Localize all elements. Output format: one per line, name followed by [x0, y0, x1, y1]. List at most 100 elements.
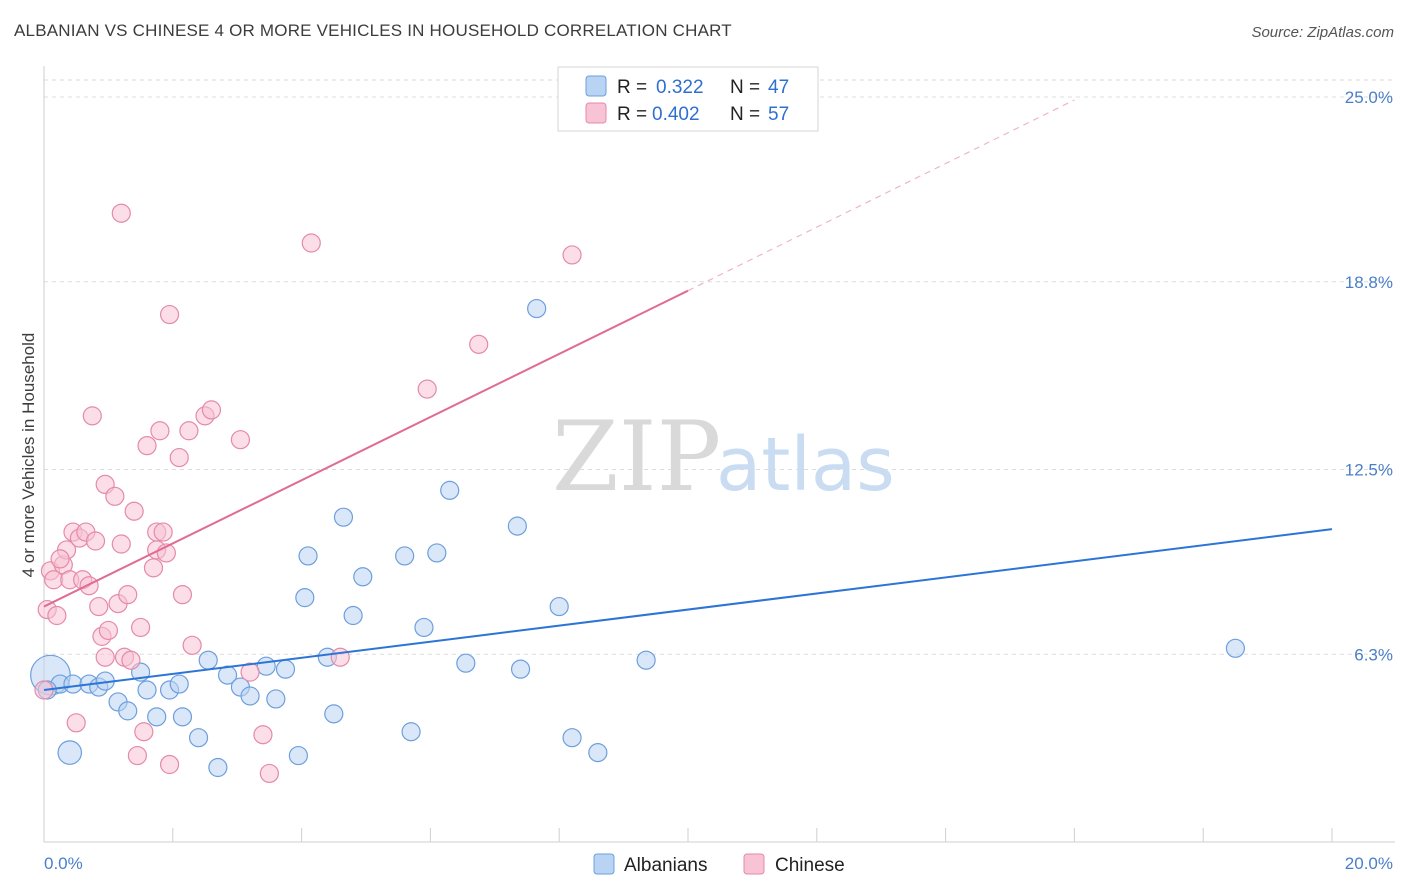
chinese-point — [150, 421, 170, 441]
legend-n-label: N = — [730, 104, 760, 125]
y-tick-labels: 6.3% 12.5% 18.8% 25.0% — [1345, 88, 1393, 664]
chinese-point — [230, 430, 251, 450]
albanians-point — [63, 674, 83, 694]
source-label: Source: ZipAtlas.com — [1251, 24, 1394, 41]
legend-label-albanians: Albanians — [624, 855, 707, 876]
albanians-point — [188, 728, 209, 748]
chinese-point — [105, 486, 125, 506]
chinese-point — [153, 522, 173, 542]
chinese-point — [85, 531, 106, 551]
chinese-point — [131, 617, 151, 638]
watermark-zip: ZIP — [552, 401, 721, 513]
albanians-point — [324, 704, 344, 724]
albanians-point — [427, 543, 447, 563]
correlation-legend: R = 0.322 N = 47 R = 0.402 N = 57 — [557, 66, 819, 132]
albanians-point — [353, 567, 373, 587]
albanians-point — [172, 707, 193, 727]
chinese-point — [82, 406, 102, 426]
chinese-point — [259, 763, 279, 784]
chinese-point — [562, 245, 582, 265]
albanians-point — [549, 596, 569, 617]
series-legend: Albanians Chinese — [593, 853, 845, 876]
chinese-point — [89, 596, 109, 617]
chinese-point — [121, 650, 141, 670]
chinese-point — [179, 421, 199, 441]
chinese-point — [134, 722, 154, 742]
chinese-trend-extension — [687, 99, 1075, 292]
chinese-point — [124, 501, 144, 521]
albanians-point — [169, 674, 189, 694]
albanians-point — [1225, 638, 1246, 658]
y-axis-label: 4 or more Vehicles in Household — [19, 333, 38, 578]
albanians-point — [288, 745, 308, 766]
chinese-point — [172, 585, 193, 605]
albanians-point — [507, 516, 527, 536]
chinese-point — [66, 713, 86, 733]
legend-n-label: N = — [730, 77, 760, 98]
albanians-point — [636, 650, 656, 670]
x-tick-label: 0.0% — [44, 854, 83, 873]
y-tick-label: 12.5% — [1345, 461, 1393, 480]
chinese-point — [118, 585, 138, 605]
chinese-point — [111, 203, 131, 223]
chinese-point — [182, 635, 202, 655]
albanians-point — [588, 742, 608, 763]
series-albanians — [30, 298, 1246, 778]
albanians-point — [510, 659, 531, 679]
albanians-point — [298, 546, 318, 566]
trend-lines — [43, 99, 1333, 692]
albanians-trend-line — [43, 528, 1333, 692]
chinese-point — [127, 745, 147, 766]
albanians-point — [440, 480, 460, 500]
legend-n-value: 47 — [768, 77, 789, 98]
legend-r-value: 0.402 — [652, 104, 700, 125]
chinese-point — [143, 558, 164, 578]
legend-label-chinese: Chinese — [775, 855, 845, 876]
chinese-point — [98, 620, 119, 641]
chinese-point — [417, 379, 437, 399]
albanians-point — [57, 740, 83, 765]
y-tick-label: 6.3% — [1354, 645, 1393, 664]
chinese-point — [330, 647, 350, 667]
x-tick-labels: 0.0% 20.0% — [44, 854, 1393, 873]
albanians-point — [395, 546, 415, 566]
y-tick-label: 18.8% — [1345, 273, 1393, 292]
albanians-point — [256, 656, 276, 676]
albanians-point — [562, 728, 582, 748]
chinese-point — [47, 605, 67, 626]
albanians-point — [527, 298, 547, 319]
chinese-point — [111, 534, 131, 554]
chinese-trend-line — [43, 289, 689, 608]
chinese-point — [79, 576, 99, 596]
albanians-point — [147, 707, 167, 727]
legend-r-value: 0.322 — [656, 77, 704, 98]
albanians-point — [333, 507, 354, 527]
albanians-point — [266, 689, 286, 709]
legend-swatch-chinese — [585, 102, 607, 124]
chart-title: ALBANIAN VS CHINESE 4 OR MORE VEHICLES I… — [14, 21, 732, 40]
legend-r-label: R = — [617, 77, 647, 98]
legend-swatch-chinese — [743, 853, 765, 875]
albanians-point — [208, 757, 228, 778]
legend-swatch-albanians — [585, 75, 607, 97]
albanians-point — [240, 686, 260, 706]
albanians-point — [456, 653, 476, 673]
chinese-point — [159, 754, 180, 775]
chinese-point — [159, 304, 180, 325]
chinese-point — [201, 400, 222, 420]
legend-swatch-albanians — [593, 853, 615, 875]
albanians-point — [137, 680, 157, 700]
albanians-point — [401, 722, 421, 742]
gridlines — [44, 79, 1395, 655]
chinese-point — [95, 647, 115, 667]
watermark-atlas: atlas — [716, 422, 895, 508]
chinese-point — [50, 549, 70, 569]
y-tick-label: 25.0% — [1345, 88, 1393, 107]
albanians-point — [198, 650, 218, 670]
chinese-point — [469, 334, 489, 354]
x-tick-label: 20.0% — [1345, 854, 1393, 873]
albanians-point — [118, 701, 138, 721]
legend-r-label: R = — [617, 104, 647, 125]
legend-n-value: 57 — [768, 104, 789, 125]
